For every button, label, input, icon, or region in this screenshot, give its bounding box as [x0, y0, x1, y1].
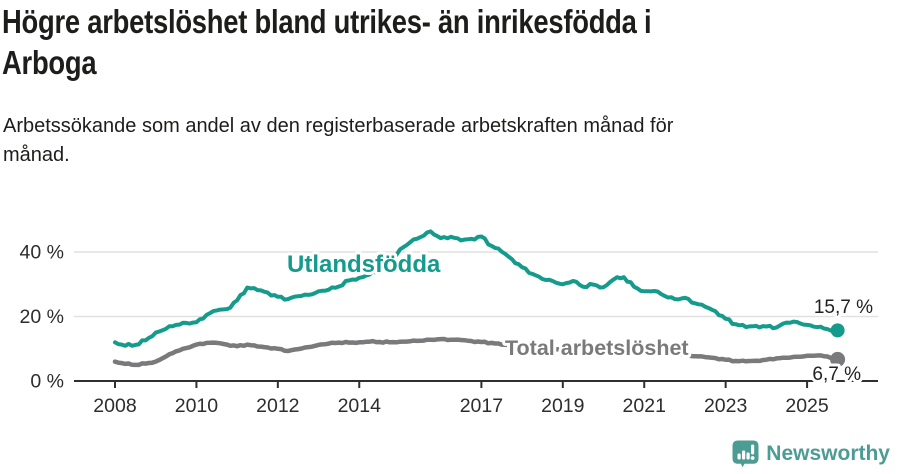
- y-tick-label-20: 20 %: [20, 306, 64, 328]
- chart-title-line-2: Arboga: [2, 44, 97, 81]
- newsworthy-wordmark: Newsworthy: [766, 442, 890, 465]
- x-tick-label-2012: 2012: [256, 395, 299, 417]
- newsworthy-logo[interactable]: Newsworthy: [732, 440, 890, 468]
- utlandsfodda-line: [113, 229, 840, 348]
- utlandsfodda-end-value-label: 15,7 %: [814, 297, 873, 318]
- x-tick-label-2021: 2021: [623, 395, 666, 417]
- x-tick-label-2025: 2025: [785, 395, 829, 417]
- x-tick-label-2023: 2023: [704, 395, 747, 417]
- x-tick-label-2010: 2010: [175, 395, 219, 417]
- total-arbetsloshet-line: [112, 336, 840, 368]
- chart-title-line-1: Högre arbetslöshet bland utrikes- än inr…: [2, 3, 652, 40]
- utlandsfodda-end-dot: [830, 323, 845, 338]
- x-tick-label-2008: 2008: [93, 395, 136, 417]
- y-tick-label-0: 0 %: [30, 371, 64, 393]
- total-arbetsloshet-end-value-label: 6,7 %: [812, 364, 861, 385]
- chart-title: Högre arbetslöshet bland utrikes- än inr…: [2, 1, 784, 83]
- x-tick-label-2019: 2019: [541, 395, 584, 417]
- newsworthy-icon: [732, 440, 759, 468]
- chart-subtitle-line-2: månad.: [3, 143, 70, 166]
- utlandsfodda-label: Utlandsfödda: [287, 251, 441, 278]
- x-tick-label-2017: 2017: [460, 395, 503, 417]
- chart-subtitle: Arbetssökande som andel av den registerb…: [3, 112, 673, 169]
- total-arbetsloshet-label: Total arbetslöshet: [505, 336, 689, 360]
- total-arbetsloshet-end-dot: [830, 351, 846, 367]
- x-tick-label-2014: 2014: [338, 395, 382, 417]
- y-tick-label-40: 40 %: [20, 242, 64, 264]
- chart-subtitle-line-1: Arbetssökande som andel av den registerb…: [3, 115, 674, 137]
